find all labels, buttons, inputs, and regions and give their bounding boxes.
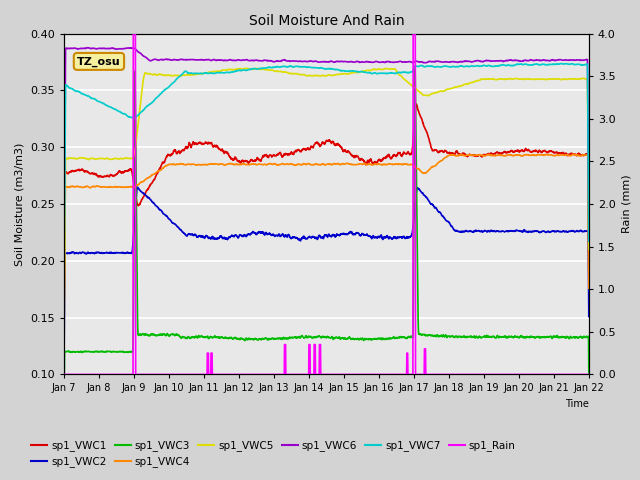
Y-axis label: Rain (mm): Rain (mm) (621, 175, 631, 233)
Y-axis label: Soil Moisture (m3/m3): Soil Moisture (m3/m3) (15, 142, 25, 266)
Legend: sp1_VWC1, sp1_VWC2, sp1_VWC3, sp1_VWC4, sp1_VWC5, sp1_VWC6, sp1_VWC7, sp1_Rain: sp1_VWC1, sp1_VWC2, sp1_VWC3, sp1_VWC4, … (28, 436, 520, 471)
Text: TZ_osu: TZ_osu (77, 56, 121, 67)
X-axis label: Time: Time (565, 399, 589, 409)
Title: Soil Moisture And Rain: Soil Moisture And Rain (248, 14, 404, 28)
